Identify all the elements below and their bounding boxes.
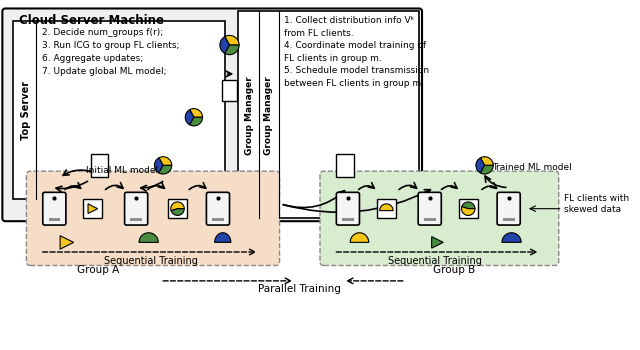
FancyBboxPatch shape — [320, 171, 559, 266]
FancyBboxPatch shape — [207, 193, 230, 225]
Text: 2. Decide num_groups f(r);
3. Run ICG to group FL clients;
6. Aggregate updates;: 2. Decide num_groups f(r); 3. Run ICG to… — [42, 28, 179, 76]
Wedge shape — [461, 206, 475, 216]
Wedge shape — [171, 202, 184, 211]
Text: Sequential Training: Sequential Training — [104, 256, 198, 266]
Wedge shape — [189, 117, 203, 126]
FancyBboxPatch shape — [43, 193, 66, 225]
Wedge shape — [481, 157, 493, 165]
FancyBboxPatch shape — [337, 193, 360, 225]
Text: 1. Collect distribution info Vᵏ
from FL clients.
4. Coordinate model training of: 1. Collect distribution info Vᵏ from FL … — [284, 16, 429, 88]
Wedge shape — [476, 158, 484, 173]
Text: Parallel Training: Parallel Training — [259, 284, 341, 294]
Wedge shape — [225, 45, 239, 55]
Polygon shape — [214, 233, 231, 243]
Bar — [337, 154, 354, 177]
Wedge shape — [185, 110, 194, 125]
Text: Group A: Group A — [77, 265, 119, 274]
FancyBboxPatch shape — [125, 193, 148, 225]
Polygon shape — [60, 236, 74, 249]
Bar — [222, 80, 237, 101]
FancyBboxPatch shape — [497, 193, 520, 225]
FancyBboxPatch shape — [3, 8, 422, 221]
Wedge shape — [159, 157, 172, 165]
Wedge shape — [171, 209, 184, 216]
Text: Sequential Training: Sequential Training — [388, 256, 481, 266]
Wedge shape — [462, 202, 475, 209]
Wedge shape — [189, 108, 203, 117]
Text: FL clients with
skewed data: FL clients with skewed data — [564, 194, 630, 214]
Wedge shape — [225, 35, 239, 45]
Bar — [168, 199, 187, 218]
Text: Initial ML model: Initial ML model — [86, 166, 158, 175]
Text: Group Manager: Group Manager — [264, 76, 273, 155]
Wedge shape — [154, 158, 163, 173]
Bar — [459, 199, 478, 218]
FancyBboxPatch shape — [418, 193, 442, 225]
Text: Trained ML model: Trained ML model — [492, 163, 572, 172]
FancyBboxPatch shape — [26, 171, 280, 266]
Bar — [91, 154, 108, 177]
Text: Group Manager: Group Manager — [245, 76, 254, 155]
Wedge shape — [220, 37, 230, 54]
Text: Group B: Group B — [433, 265, 475, 274]
Polygon shape — [350, 233, 369, 243]
Wedge shape — [481, 165, 493, 174]
Polygon shape — [88, 204, 98, 214]
Bar — [238, 11, 419, 218]
Polygon shape — [502, 233, 521, 243]
Polygon shape — [380, 204, 393, 211]
Polygon shape — [139, 233, 158, 243]
Bar — [377, 199, 396, 218]
Wedge shape — [159, 165, 172, 174]
Polygon shape — [431, 237, 444, 248]
Text: Cloud Server Machine: Cloud Server Machine — [19, 14, 164, 27]
Bar — [83, 199, 102, 218]
Bar — [13, 21, 225, 199]
Text: Top Server: Top Server — [21, 81, 31, 140]
